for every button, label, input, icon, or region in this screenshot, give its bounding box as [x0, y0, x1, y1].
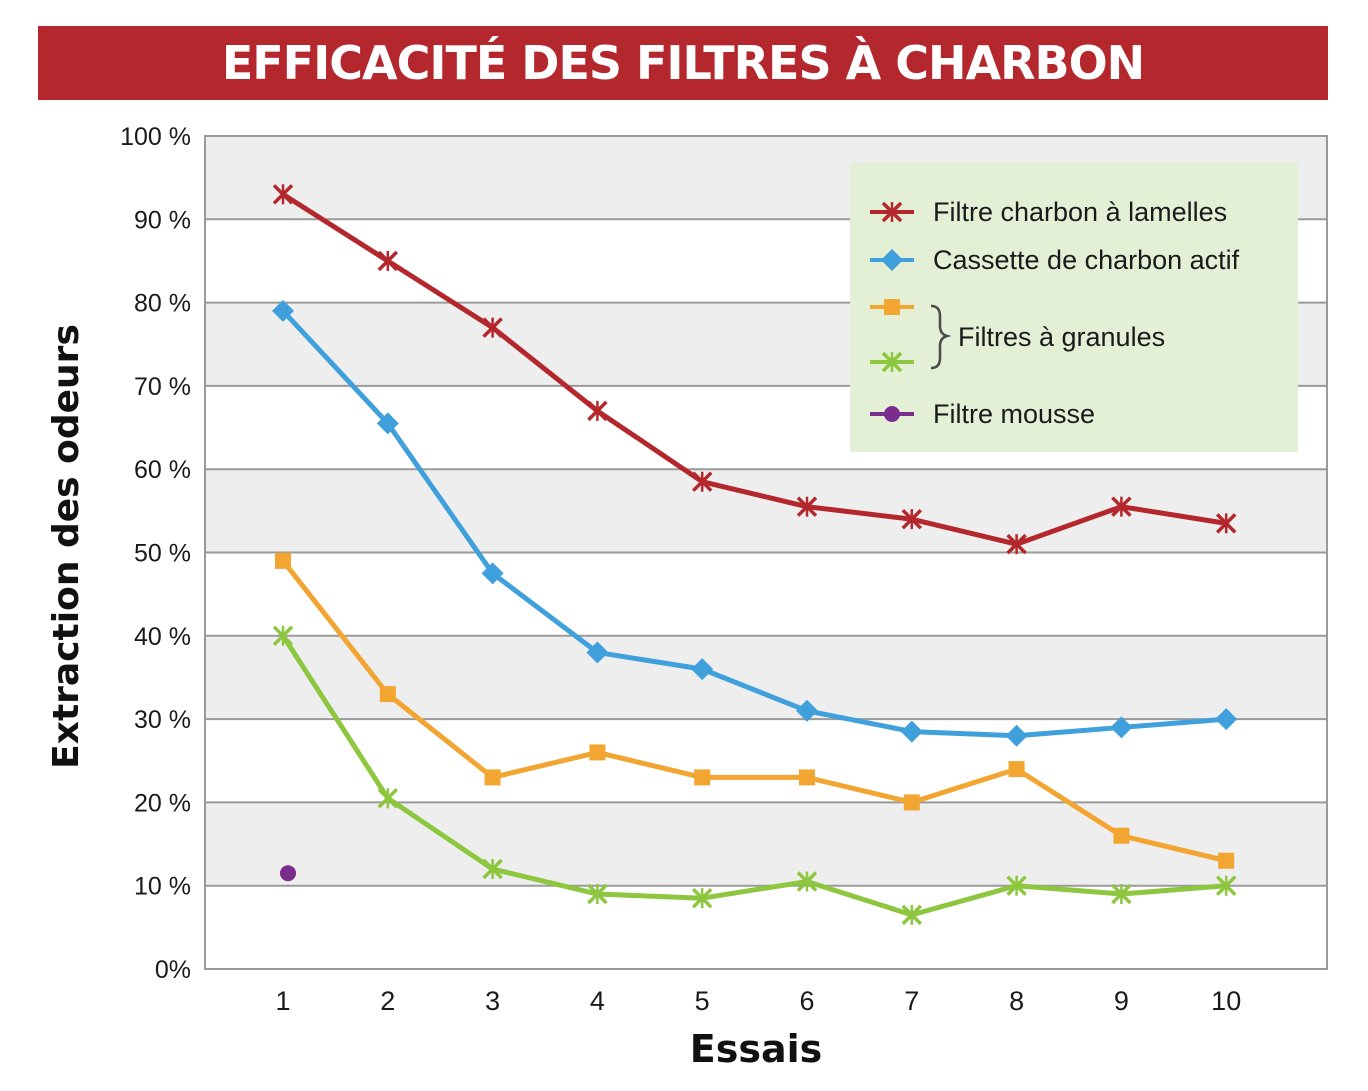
data-point: [1215, 708, 1238, 731]
data-point: [1215, 875, 1237, 896]
x-tick-label: 9: [1114, 986, 1129, 1016]
x-tick-label: 6: [799, 986, 814, 1016]
series-line-3: [280, 633, 1229, 918]
y-tick-label: 50 %: [134, 540, 191, 568]
plot-band: [205, 802, 1327, 886]
data-point: [275, 552, 291, 569]
data-point: [587, 400, 608, 422]
data-point: [586, 641, 609, 664]
data-point: [1215, 513, 1237, 534]
y-tick-label: 70 %: [134, 373, 191, 401]
x-tick-label: 1: [275, 986, 290, 1016]
legend-swatch-marker: [881, 351, 903, 373]
y-tick-label: 100 %: [120, 123, 191, 151]
legend-swatch-marker: [884, 406, 900, 422]
legend-swatch-marker: [881, 249, 903, 271]
x-axis-label: Essais: [690, 1027, 822, 1071]
series-line-2: [280, 558, 1229, 864]
data-point: [901, 508, 923, 530]
y-tick-label: 0%: [155, 956, 191, 984]
y-tick-label: 40 %: [134, 623, 191, 651]
data-point: [272, 625, 294, 647]
data-point: [900, 720, 923, 743]
data-point: [482, 317, 503, 338]
x-tick-label: 7: [904, 986, 919, 1016]
data-point: [1006, 875, 1027, 896]
x-tick-label: 10: [1211, 986, 1241, 1016]
data-point: [379, 686, 396, 703]
data-point: [481, 562, 504, 585]
data-point: [796, 871, 818, 892]
data-point: [280, 865, 296, 882]
data-point: [272, 299, 294, 322]
chart-title-banner: EFFICACITÉ DES FILTRES À CHARBON: [38, 26, 1328, 100]
y-tick-label: 20 %: [134, 789, 191, 817]
data-point: [1111, 883, 1132, 905]
y-tick-label: 90 %: [134, 206, 191, 234]
x-tick-label: 4: [590, 986, 605, 1016]
y-tick-label: 30 %: [134, 706, 191, 734]
data-point: [691, 658, 714, 681]
y-tick-label: 10 %: [134, 873, 191, 901]
plot-band: [205, 552, 1327, 636]
data-point: [1110, 716, 1133, 739]
y-tick-label: 80 %: [134, 290, 191, 318]
y-tick-label: 60 %: [134, 456, 191, 484]
series-line-1: [280, 308, 1229, 739]
data-point: [796, 699, 818, 722]
data-point: [799, 769, 815, 786]
data-point: [1005, 724, 1028, 747]
plot-band: [205, 635, 1327, 720]
data-point: [796, 496, 818, 517]
data-point: [482, 858, 503, 880]
x-tick-label: 2: [380, 986, 395, 1016]
data-point: [377, 250, 399, 272]
plot-band: [205, 885, 1327, 969]
data-point: [691, 471, 713, 492]
legend-brace: [930, 304, 952, 370]
legend: Filtre charbon à lamelles Cassette de cha…: [850, 163, 1298, 452]
data-point: [484, 769, 501, 786]
x-tick-label: 5: [695, 986, 710, 1016]
x-tick-label: 8: [1009, 986, 1024, 1016]
series-lines: [280, 191, 1229, 918]
data-point: [377, 787, 399, 809]
data-point: [901, 904, 923, 926]
x-axis-ticks: 1 2 3 4 5 6 7 8 9 10: [275, 986, 1241, 1016]
legend-group-label: Filtres à granules: [958, 322, 1165, 352]
data-point: [589, 744, 606, 761]
legend-label: Cassette de charbon actif: [933, 245, 1240, 275]
data-point: [1111, 496, 1132, 517]
y-axis-label: Extraction des odeurs: [46, 324, 87, 769]
data-point: [1113, 827, 1130, 844]
legend-box: [850, 163, 1298, 452]
chart-title: EFFICACITÉ DES FILTRES À CHARBON: [221, 36, 1145, 90]
data-point: [1008, 761, 1025, 778]
series-line-0: [280, 191, 1229, 547]
plot-frame: [204, 135, 1328, 970]
plot-band: [205, 719, 1327, 803]
legend-swatch-marker: [881, 201, 903, 223]
data-point: [903, 794, 920, 811]
data-point: [1006, 533, 1027, 555]
legend-label: Filtre charbon à lamelles: [933, 197, 1227, 227]
y-axis-ticks: 0% 10 % 20 % 30 % 40 % 50 % 60 % 70 % 80 % 90 % 10…: [120, 123, 191, 984]
data-point: [376, 412, 399, 435]
data-point: [694, 769, 711, 786]
data-point: [272, 184, 294, 205]
data-point: [1218, 852, 1235, 869]
legend-swatch-marker: [884, 299, 900, 315]
data-point: [691, 887, 713, 909]
series-markers: [272, 184, 1238, 926]
legend-label: Filtre mousse: [933, 399, 1095, 429]
data-point: [587, 883, 608, 905]
x-tick-label: 3: [485, 986, 500, 1016]
